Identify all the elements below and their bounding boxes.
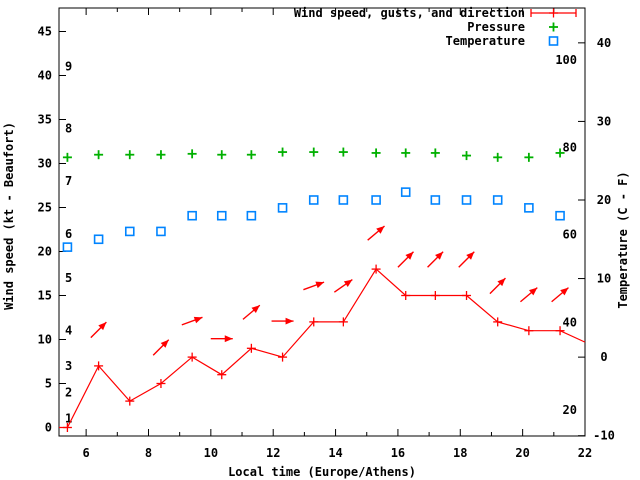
- x-axis: 6 8 10 12 14 16 18 20 22 Local time (Europe/Athen…: [83, 8, 592, 479]
- svg-text:18: 18: [453, 446, 467, 460]
- svg-text:25: 25: [38, 201, 52, 215]
- svg-text:Pressure: Pressure: [467, 20, 525, 34]
- y-axis-right: -10 0 10 20 30 40 Temperature (C - F): [578, 36, 630, 443]
- svg-text:16: 16: [391, 446, 405, 460]
- svg-text:6: 6: [65, 227, 72, 241]
- svg-text:5: 5: [65, 271, 72, 285]
- svg-text:1: 1: [65, 412, 72, 426]
- svg-text:7: 7: [65, 174, 72, 188]
- svg-text:0: 0: [600, 350, 607, 364]
- svg-text:3: 3: [65, 359, 72, 373]
- svg-text:Local time (Europe/Athens): Local time (Europe/Athens): [228, 465, 416, 479]
- legend-entry-wind: Wind speed, gusts, and direction: [294, 6, 577, 20]
- plot-border: [58, 7, 586, 437]
- pressure-series: [62, 147, 565, 162]
- svg-text:2: 2: [65, 385, 72, 399]
- svg-text:14: 14: [328, 446, 342, 460]
- svg-text:45: 45: [38, 25, 52, 39]
- svg-text:10: 10: [38, 333, 52, 347]
- svg-text:20: 20: [38, 245, 52, 259]
- svg-text:10: 10: [597, 272, 611, 286]
- svg-text:60: 60: [563, 228, 577, 242]
- beaufort-scale-labels: 1 2 3 4 5 6 7 8 9: [65, 60, 72, 426]
- svg-text:80: 80: [563, 140, 577, 154]
- svg-text:40: 40: [563, 316, 577, 330]
- svg-text:6: 6: [83, 446, 90, 460]
- fahrenheit-scale-labels: 20 40 60 80 100: [555, 53, 577, 417]
- svg-text:-10: -10: [593, 429, 615, 443]
- svg-text:8: 8: [145, 446, 152, 460]
- legend-entry-pressure: Pressure: [467, 20, 558, 34]
- svg-text:20: 20: [597, 193, 611, 207]
- svg-text:35: 35: [38, 113, 52, 127]
- wind-speed-series: [59, 264, 586, 432]
- svg-text:30: 30: [38, 157, 52, 171]
- svg-text:30: 30: [597, 114, 611, 128]
- svg-text:22: 22: [578, 446, 592, 460]
- svg-text:Temperature: Temperature: [446, 34, 525, 48]
- temperature-series: [62, 187, 565, 252]
- svg-text:Temperature (C - F): Temperature (C - F): [616, 171, 630, 308]
- svg-text:4: 4: [65, 324, 72, 338]
- wind-direction-arrows: [90, 225, 569, 356]
- svg-text:40: 40: [597, 36, 611, 50]
- svg-text:8: 8: [65, 121, 72, 135]
- svg-text:10: 10: [204, 446, 218, 460]
- svg-text:100: 100: [555, 53, 577, 67]
- svg-text:5: 5: [45, 377, 52, 391]
- legend-entry-temperature: Temperature: [446, 34, 559, 48]
- svg-text:12: 12: [266, 446, 280, 460]
- svg-text:0: 0: [45, 421, 52, 435]
- svg-text:40: 40: [38, 69, 52, 83]
- y-axis-left: 0 5 10 15 20 25 30 35 40 45 Wind speed (kt - Beauf…: [2, 25, 66, 435]
- svg-text:20: 20: [563, 403, 577, 417]
- legend: Wind speed, gusts, and directionPressure…: [294, 6, 577, 48]
- svg-text:Wind speed (kt - Beaufort): Wind speed (kt - Beaufort): [2, 122, 16, 310]
- svg-text:20: 20: [515, 446, 529, 460]
- svg-text:15: 15: [38, 289, 52, 303]
- svg-text:9: 9: [65, 60, 72, 74]
- svg-text:Wind speed, gusts, and directi: Wind speed, gusts, and direction: [294, 6, 525, 20]
